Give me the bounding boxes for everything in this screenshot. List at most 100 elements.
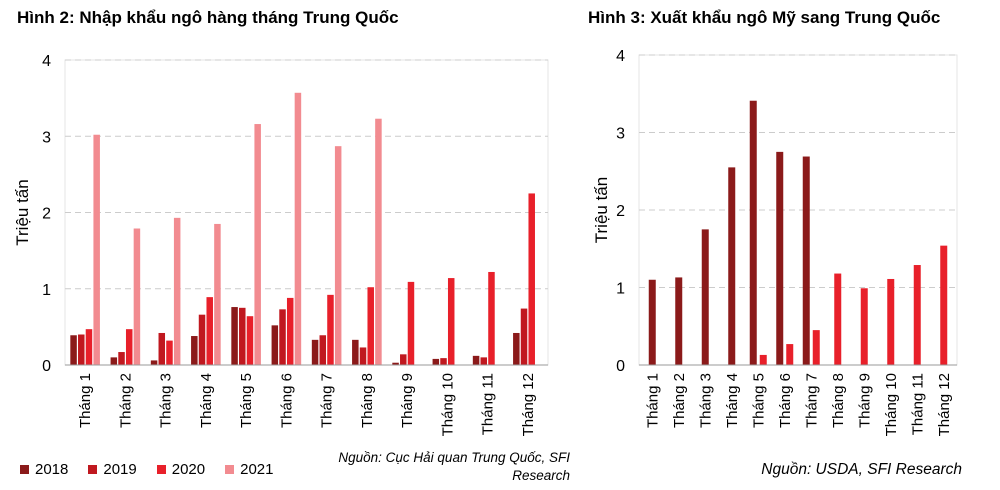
- x-tick-label: Tháng 9: [399, 373, 416, 428]
- bar-2018-8: [352, 339, 359, 365]
- chart-exports-svg: 0 1 2 3 4 Triệu tấn Tháng 1 Tháng 2 Tháng 3 Tháng…: [592, 48, 958, 436]
- bar-series-0-1: [648, 279, 656, 365]
- y-tick-label: 2: [616, 203, 625, 220]
- bar-series-1-10: [887, 278, 895, 365]
- bar-series-1-8: [834, 273, 842, 365]
- x-tick-label: Tháng 12: [936, 373, 953, 436]
- bar-2018-5: [231, 307, 238, 365]
- x-tick-label: Tháng 4: [198, 373, 215, 428]
- bar-2018-10: [432, 358, 440, 365]
- bar-2020-4: [206, 297, 213, 365]
- bar-2019-3: [158, 332, 166, 365]
- x-tick-label: Tháng 12: [520, 373, 537, 436]
- y-tick-label: 1: [42, 282, 51, 299]
- x-tick-label: Tháng 6: [777, 373, 794, 428]
- bar-2020-11: [488, 271, 495, 365]
- bar-2018-1: [70, 335, 77, 365]
- bar-2018-11: [472, 355, 480, 365]
- bar-series-1-12: [940, 245, 948, 365]
- chart-panel-exports: Hình 3: Xuất khẩu ngô Mỹ sang Trung Quốc…: [580, 0, 1000, 490]
- x-tick-label: Tháng 2: [117, 373, 134, 428]
- x-tick-label: Tháng 1: [77, 373, 94, 428]
- bar-2018-6: [271, 325, 279, 365]
- bar-2019-9: [400, 354, 407, 365]
- bar-series-0-5: [749, 100, 757, 365]
- y-tick-label: 0: [42, 358, 51, 375]
- y-axis-label: Triệu tấn: [13, 179, 32, 245]
- bar-2018-2: [110, 357, 118, 365]
- bar-2021-1: [93, 134, 100, 365]
- bar-2021-2: [133, 228, 141, 365]
- y-tick-label: 3: [42, 129, 51, 146]
- bar-2020-6: [286, 297, 294, 365]
- x-tick-label: Tháng 8: [359, 373, 376, 428]
- chart-title: Hình 3: Xuất khẩu ngô Mỹ sang Trung Quốc: [588, 8, 941, 27]
- bar-2021-7: [334, 146, 342, 365]
- x-tick-label: Tháng 11: [909, 373, 926, 435]
- y-tick-label: 1: [616, 281, 625, 298]
- bar-2018-12: [513, 332, 520, 365]
- y-axis-label: Triệu tấn: [592, 177, 611, 243]
- bar-series-1-5: [759, 354, 767, 365]
- bar-2020-5: [246, 316, 254, 365]
- x-tick-label: Tháng 9: [856, 373, 873, 428]
- legend-label: 2019: [103, 461, 137, 478]
- bar-series-1-6: [786, 344, 794, 365]
- y-tick-label: 4: [616, 48, 625, 65]
- bar-2020-12: [528, 193, 535, 365]
- x-tick-label: Tháng 8: [830, 373, 847, 428]
- y-tick-label: 0: [616, 358, 625, 375]
- bar-2018-9: [392, 362, 399, 365]
- bar-2021-4: [214, 223, 221, 365]
- x-tick-label: Tháng 5: [750, 373, 767, 428]
- x-tick-label: Tháng 7: [803, 373, 820, 428]
- x-tick-label: Tháng 4: [724, 373, 741, 428]
- bar-2020-8: [367, 287, 374, 365]
- bar-series-0-4: [728, 167, 736, 365]
- y-tick-label: 2: [42, 206, 51, 223]
- bar-2019-10: [440, 358, 447, 365]
- x-tick-label: Tháng 5: [238, 373, 255, 428]
- chart-panel-imports: Hình 2: Nhập khẩu ngô hàng tháng Trung Q…: [13, 8, 570, 483]
- bar-2019-7: [319, 335, 327, 365]
- bar-2020-9: [407, 281, 415, 365]
- bar-2020-3: [166, 340, 173, 365]
- legend-swatch: [156, 465, 166, 474]
- x-tick-label: Tháng 6: [278, 373, 295, 428]
- x-tick-label: Tháng 2: [671, 373, 688, 428]
- x-tick-label: Tháng 3: [697, 373, 714, 428]
- bar-2019-11: [480, 357, 488, 365]
- bar-2020-1: [85, 329, 93, 365]
- x-tick-label: Tháng 3: [158, 373, 175, 428]
- y-tick-label: 3: [616, 126, 625, 143]
- legend-item-2021: 2021: [225, 461, 274, 478]
- bar-series-0-2: [675, 277, 683, 365]
- bar-series-1-11: [913, 265, 921, 365]
- bar-2021-5: [254, 124, 261, 365]
- chart-title: Hình 2: Nhập khẩu ngô hàng tháng Trung Q…: [17, 8, 399, 27]
- bar-2021-3: [173, 217, 181, 365]
- bar-2018-3: [150, 360, 158, 365]
- bar-2019-2: [118, 352, 125, 365]
- bar-2019-6: [279, 309, 286, 365]
- legend-item-2018: 2018: [20, 461, 68, 478]
- chart-source-note: Nguồn: Cục Hải quan Trung Quốc, SFI Rese…: [338, 450, 570, 483]
- legend-label: 2021: [240, 461, 274, 478]
- chart-source-note: Nguồn: USDA, SFI Research: [761, 461, 962, 478]
- bar-2021-6: [294, 92, 302, 365]
- bar-2018-4: [191, 336, 198, 365]
- legend-label: 2018: [35, 461, 69, 478]
- y-tick-label: 4: [42, 53, 51, 70]
- x-tick-label: Tháng 10: [439, 373, 456, 436]
- legend-item-2020: 2020: [156, 461, 206, 478]
- bar-2020-2: [125, 329, 133, 365]
- x-tick-label: Tháng 11: [480, 373, 497, 435]
- bar-series-1-9: [860, 288, 868, 365]
- legend-item-2019: 2019: [88, 461, 137, 478]
- chart-legend: 2018 2019 2020 2021: [20, 461, 274, 478]
- x-tick-label: Tháng 7: [319, 373, 336, 428]
- legend-swatch: [88, 465, 98, 474]
- bar-series-0-7: [802, 156, 810, 365]
- bar-series-0-6: [776, 151, 784, 365]
- legend-label: 2020: [171, 461, 206, 478]
